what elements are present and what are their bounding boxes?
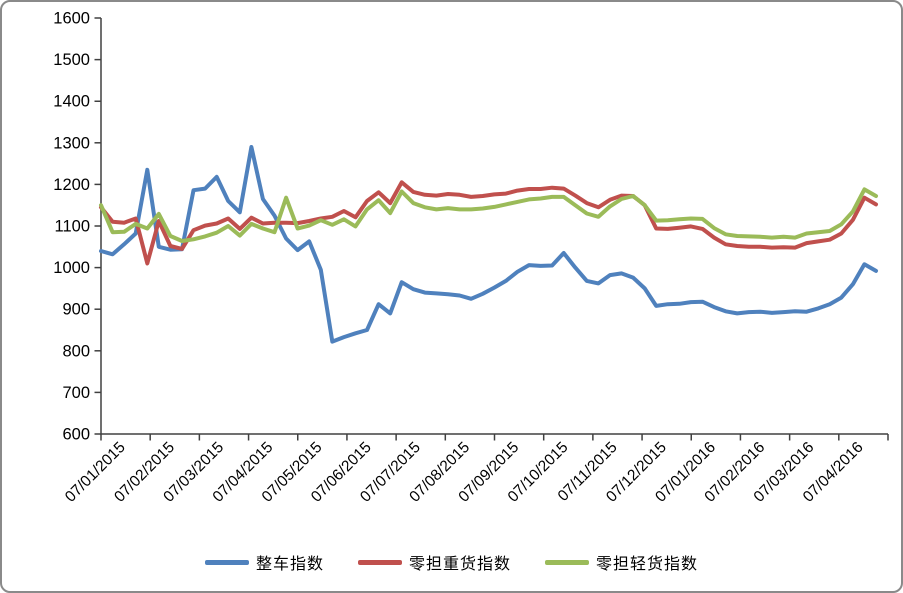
- y-axis-label: 1600: [53, 10, 90, 28]
- legend-swatch-green: [545, 559, 589, 565]
- axis-lines: [100, 18, 888, 435]
- y-axis-label: 1100: [55, 218, 90, 236]
- y-axis-label: 1500: [53, 51, 90, 69]
- chart-legend: 整车指数 零担重货指数 零担轻货指数: [2, 550, 901, 574]
- legend-item-ltl-light-index: 零担轻货指数: [545, 550, 698, 574]
- legend-item-ltl-heavy-index: 零担重货指数: [357, 550, 511, 574]
- y-axis-label: 900: [62, 301, 90, 319]
- legend-item-whole-vehicle-index: 整车指数: [204, 550, 324, 574]
- y-axis-label: 700: [62, 384, 90, 402]
- legend-swatch-blue: [204, 559, 249, 565]
- y-axis-label: 800: [62, 342, 90, 360]
- y-axis-label: 1400: [53, 93, 90, 111]
- y-axis-label: 1000: [53, 259, 90, 277]
- series-line-2: [99, 187, 878, 243]
- series-line-0: [99, 145, 878, 344]
- series-line-1: [99, 180, 878, 266]
- legend-swatch-red: [357, 559, 402, 565]
- legend-label: 整车指数: [255, 556, 324, 573]
- legend-label: 零担重货指数: [408, 556, 511, 573]
- y-axis-label: 1300: [53, 134, 90, 152]
- legend-label: 零担轻货指数: [596, 556, 699, 573]
- y-axis-label: 1200: [53, 176, 90, 194]
- y-axis-label: 600: [62, 426, 90, 444]
